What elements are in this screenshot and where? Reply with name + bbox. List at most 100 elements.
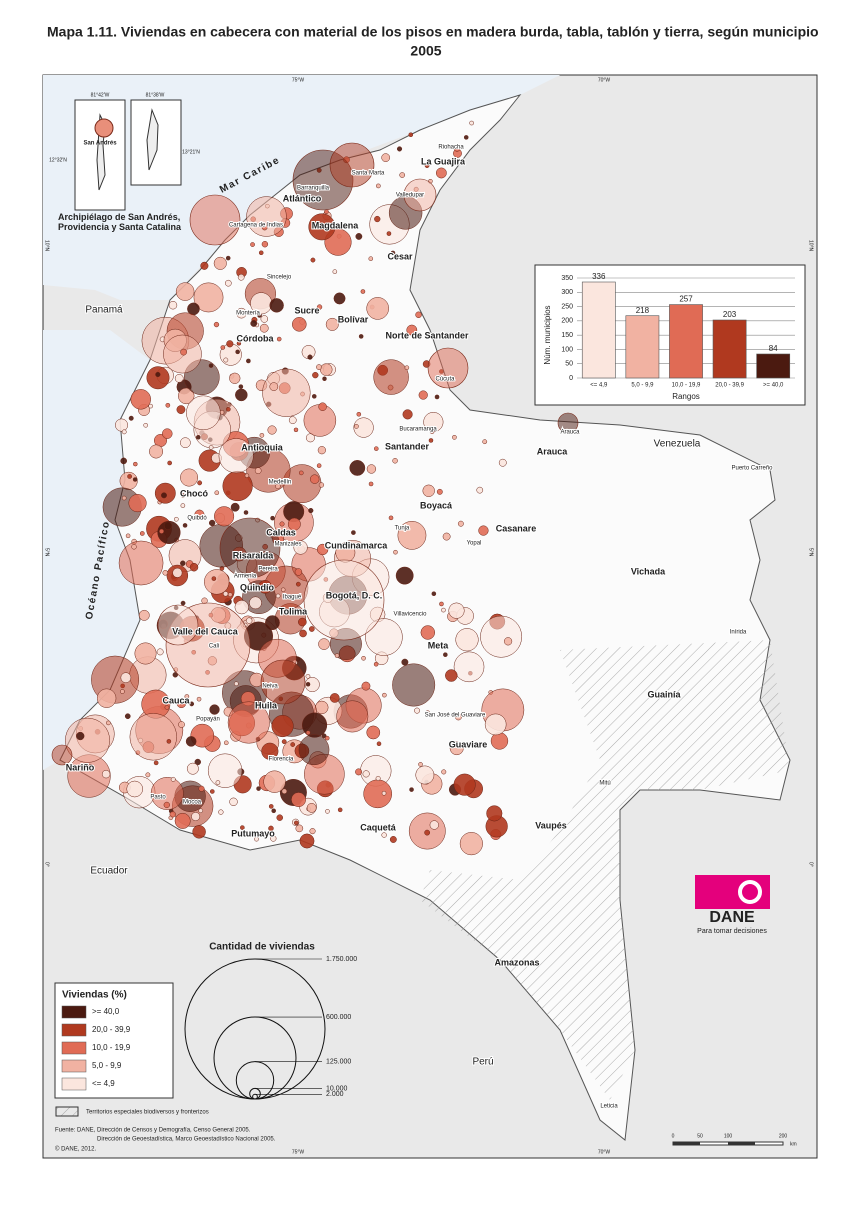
municipality-bubble xyxy=(486,805,503,822)
municipality-bubble xyxy=(349,460,366,476)
municipality-bubble xyxy=(234,681,239,687)
municipality-bubble xyxy=(362,770,370,778)
municipality-bubble xyxy=(176,405,186,415)
municipality-bubble xyxy=(305,673,311,679)
municipality-bubble xyxy=(213,256,227,270)
municipality-bubble xyxy=(368,256,374,261)
municipality-bubble xyxy=(207,753,243,788)
municipality-bubble xyxy=(279,521,285,527)
place-label: Mitú xyxy=(599,781,610,787)
municipality-bubble xyxy=(312,394,317,399)
municipality-bubble xyxy=(230,502,240,512)
municipality-bubble xyxy=(249,596,262,610)
place-label: Montería xyxy=(236,311,260,317)
place-label: Panamá xyxy=(85,305,123,316)
municipality-bubble xyxy=(445,669,458,682)
bar xyxy=(669,304,703,379)
municipality-bubble xyxy=(120,457,127,465)
color-label: >= 40,0 xyxy=(92,1007,120,1016)
color-label: 5,0 - 9,9 xyxy=(92,1061,122,1070)
size-label: 10.000 xyxy=(326,1085,348,1092)
municipality-bubble xyxy=(324,735,330,741)
municipality-bubble xyxy=(174,812,191,829)
place-label: Sucre xyxy=(294,305,319,315)
municipality-bubble xyxy=(463,135,469,140)
municipality-bubble xyxy=(166,739,172,744)
municipality-bubble xyxy=(178,387,195,405)
place-label: Manizales xyxy=(274,542,301,548)
place-label: Meta xyxy=(428,640,449,650)
municipality-bubble xyxy=(455,628,479,652)
municipality-bubble xyxy=(162,428,173,439)
municipality-bubble xyxy=(189,701,195,707)
municipality-bubble xyxy=(382,692,387,698)
municipality-bubble xyxy=(229,797,238,807)
municipality-bubble xyxy=(240,825,245,830)
municipality-bubble xyxy=(366,464,377,474)
municipality-bubble xyxy=(180,468,199,487)
municipality-bubble xyxy=(246,617,253,624)
municipality-bubble xyxy=(424,829,431,836)
municipality-bubble xyxy=(276,336,282,342)
municipality-bubble xyxy=(149,444,164,459)
logo-mark xyxy=(695,875,770,909)
municipality-bubble xyxy=(193,282,224,313)
municipality-bubble xyxy=(368,481,374,487)
place-label: Magdalena xyxy=(312,220,360,230)
municipality-bubble xyxy=(291,317,307,332)
municipality-bubble xyxy=(431,591,437,596)
size-label: 1.750.000 xyxy=(326,956,357,963)
municipality-bubble xyxy=(436,488,443,495)
municipality-bubble xyxy=(388,515,394,521)
municipality-bubble xyxy=(145,772,151,778)
municipality-bubble xyxy=(120,672,132,683)
municipality-bubble xyxy=(172,567,183,578)
municipality-bubble xyxy=(128,415,134,421)
y-tick-label: 150 xyxy=(561,332,573,339)
place-label: Arauca xyxy=(560,430,580,436)
municipality-bubble xyxy=(441,607,446,613)
island-label: San Andrés xyxy=(83,141,117,147)
municipality-bubble xyxy=(276,814,283,821)
place-label: Bogotá, D. C. xyxy=(326,590,383,600)
municipality-bubble xyxy=(125,533,131,539)
municipality-bubble xyxy=(238,384,244,389)
municipality-bubble xyxy=(163,801,170,809)
municipality-bubble xyxy=(434,394,440,400)
island xyxy=(146,108,159,171)
municipality-bubble xyxy=(308,626,315,632)
value-label: 84 xyxy=(769,344,778,353)
municipality-bubble xyxy=(261,742,279,760)
municipality-bubble xyxy=(259,323,269,333)
municipality-bubble xyxy=(490,732,509,750)
x-axis-label: Rangos xyxy=(672,392,700,401)
municipality-bubble xyxy=(441,769,447,775)
municipality-bubble xyxy=(180,503,186,508)
municipality-bubble xyxy=(160,492,167,499)
municipality-bubble xyxy=(310,257,316,263)
municipality-bubble xyxy=(76,731,85,741)
municipality-bubble xyxy=(163,521,173,530)
value-label: 336 xyxy=(592,272,606,281)
municipality-bubble xyxy=(302,712,328,738)
bar xyxy=(712,319,747,379)
municipality-bubble xyxy=(208,363,214,368)
municipality-bubble xyxy=(198,808,204,814)
municipality-bubble xyxy=(133,461,138,467)
municipality-bubble xyxy=(424,163,430,169)
municipality-bubble xyxy=(354,424,359,429)
municipality-bubble xyxy=(197,480,203,486)
source: © DANE, 2012. xyxy=(55,1146,96,1153)
municipality-bubble xyxy=(244,473,250,478)
municipality-bubble xyxy=(381,791,387,796)
municipality-bubble xyxy=(182,523,188,528)
municipality-bubble xyxy=(309,474,320,484)
x-tick-label: 10,0 - 19,9 xyxy=(672,383,701,389)
place-label: Sincelejo xyxy=(267,275,292,281)
municipality-bubble xyxy=(250,242,255,247)
municipality-bubble xyxy=(225,255,231,261)
place-label: Popayán xyxy=(196,717,220,723)
municipality-bubble xyxy=(243,510,249,515)
municipality-bubble xyxy=(256,786,261,791)
